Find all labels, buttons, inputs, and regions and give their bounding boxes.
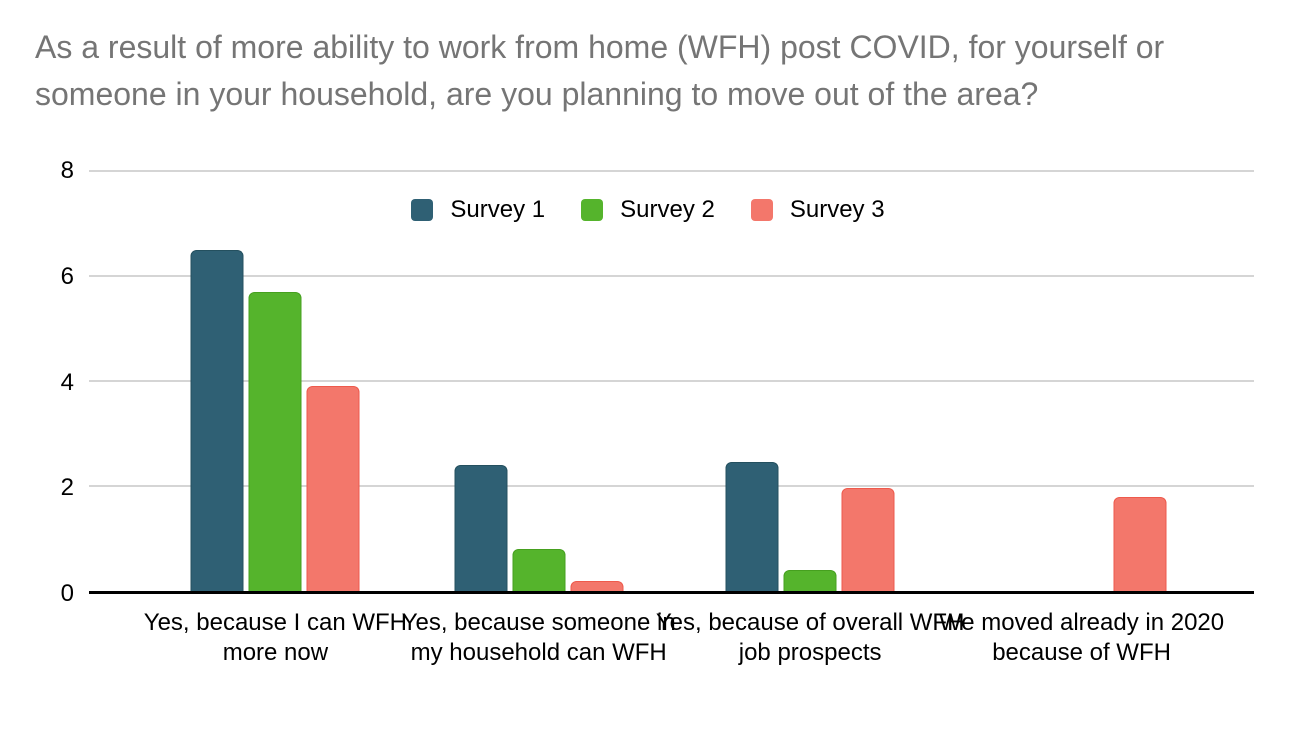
bar-survey-3[interactable] xyxy=(841,487,895,591)
legend-swatch-icon xyxy=(750,199,773,221)
y-tick-label: 4 xyxy=(60,368,74,396)
y-tick-label: 6 xyxy=(60,262,74,290)
y-axis-tick-labels: 8 6 4 2 0 xyxy=(0,157,74,607)
bar-group-1 xyxy=(190,171,360,591)
legend-item-1[interactable]: Survey 1 xyxy=(411,196,545,224)
bar-survey-3[interactable] xyxy=(306,386,360,591)
gridline xyxy=(89,380,1254,382)
category-label: Yes, because I can WFH more now xyxy=(143,609,408,666)
bar-survey-2[interactable] xyxy=(248,291,302,591)
y-tick-label: 8 xyxy=(60,157,74,184)
bar-survey-3[interactable] xyxy=(1113,496,1167,591)
gridline xyxy=(89,485,1254,487)
category-label: We moved already in 2020 because of WFH xyxy=(939,609,1225,666)
legend-label: Survey 2 xyxy=(620,196,715,223)
bar-group-4 xyxy=(997,171,1167,591)
plot-area xyxy=(89,170,1254,594)
bar-group-2 xyxy=(454,171,624,591)
gridline xyxy=(89,275,1254,277)
y-tick-label: 0 xyxy=(60,580,74,607)
bar-group-3 xyxy=(725,171,895,591)
bar-survey-1[interactable] xyxy=(454,465,508,591)
bar-survey-2[interactable] xyxy=(512,549,566,591)
x-axis-category-labels: Yes, because I can WFH more now Yes, beca… xyxy=(89,608,1254,718)
y-tick-label: 2 xyxy=(60,474,74,502)
legend-label: Survey 1 xyxy=(450,196,546,223)
legend: Survey 1 Survey 2 Survey 3 xyxy=(0,196,1296,224)
legend-item-3[interactable]: Survey 3 xyxy=(750,196,885,224)
chart-title: As a result of more ability to work from… xyxy=(35,29,1165,112)
category-label: Yes, because someone in my household can… xyxy=(401,609,676,666)
legend-label: Survey 3 xyxy=(789,196,885,223)
legend-swatch-icon xyxy=(411,199,434,221)
bar-survey-1[interactable] xyxy=(190,249,244,591)
gridline xyxy=(89,170,1254,172)
category-label: Yes, because of overall WFH job prospect… xyxy=(655,609,965,666)
bar-survey-3[interactable] xyxy=(570,580,624,591)
bar-survey-1[interactable] xyxy=(725,462,779,591)
legend-swatch-icon xyxy=(581,199,604,221)
bar-survey-2[interactable] xyxy=(783,570,837,591)
legend-item-2[interactable]: Survey 2 xyxy=(581,196,715,224)
